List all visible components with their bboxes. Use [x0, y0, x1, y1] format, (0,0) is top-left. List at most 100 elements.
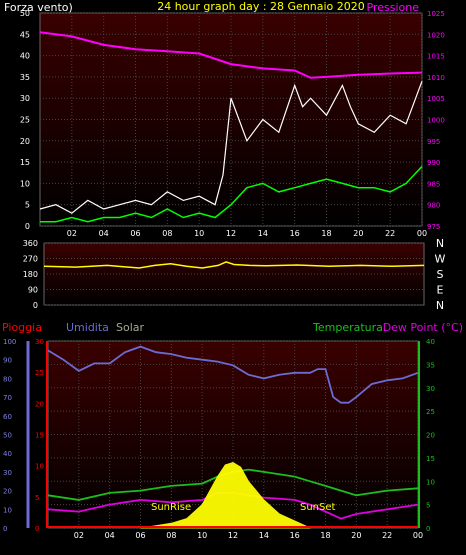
- wind-x-tick: 18: [321, 229, 331, 238]
- wind-x-tick: 10: [194, 229, 204, 238]
- series-line-media-vento: [40, 165, 423, 223]
- wind-y-tick: 25: [20, 116, 30, 125]
- climate-x-tick: 16: [290, 531, 300, 540]
- compass-label: N: [436, 299, 444, 312]
- rain-label: Pioggia: [2, 321, 42, 334]
- wind-y-tick: 30: [20, 94, 30, 103]
- temp-y-tick: 35: [426, 361, 435, 369]
- wind-y-tick: 5: [25, 201, 30, 210]
- wind-x-tick: 22: [385, 229, 395, 238]
- climate-x-tick: 00: [413, 531, 423, 540]
- rain-y-tick: 30: [35, 338, 44, 346]
- wind-y-tick: 20: [20, 137, 30, 146]
- temp-y-tick: 15: [426, 455, 435, 463]
- temperature-label: Temperatura: [312, 321, 383, 334]
- humidity-label: Umidita: [66, 321, 109, 334]
- wind-x-tick: 14: [258, 229, 268, 238]
- sunset-label: SunSet: [300, 502, 336, 513]
- wind-x-tick: 12: [226, 229, 236, 238]
- wind-x-tick: 00: [417, 229, 427, 238]
- climate-x-tick: 20: [351, 531, 361, 540]
- pressure-y-tick: 995: [427, 138, 440, 146]
- wind-y-tick: 45: [20, 30, 30, 39]
- dewpoint-label: Dew Point (°C): [383, 321, 463, 334]
- direction-y-tick: 0: [33, 301, 38, 310]
- wind-label: Forza vento): [4, 1, 73, 14]
- rain-y-tick: 20: [35, 400, 44, 408]
- temp-y-tick: 20: [426, 432, 435, 440]
- direction-y-tick: 180: [23, 270, 38, 279]
- wind-y-tick: 0: [25, 222, 30, 231]
- rain-y-tick: 5: [35, 494, 39, 502]
- wind-x-tick: 04: [99, 229, 109, 238]
- pressure-y-tick: 1020: [427, 31, 445, 39]
- humidity-y-tick: 100: [3, 338, 16, 346]
- series-line-temperatura: [47, 468, 419, 501]
- humidity-y-tick: 50: [3, 432, 12, 440]
- compass-label: W: [435, 253, 446, 266]
- wind-x-tick: 20: [353, 229, 363, 238]
- rain-y-tick: 10: [35, 463, 44, 471]
- wind-y-tick: 15: [20, 158, 30, 167]
- climate-x-tick: 14: [259, 531, 269, 540]
- humidity-y-tick: 20: [3, 488, 12, 496]
- pressure-y-tick: 985: [427, 180, 440, 188]
- pressure-y-tick: 1010: [427, 74, 445, 82]
- pressure-y-tick: 1015: [427, 53, 445, 61]
- temp-y-tick: 25: [426, 408, 435, 416]
- series-area-solar: [140, 462, 311, 529]
- sunrise-label: SunRise: [151, 502, 191, 513]
- wind-x-tick: 06: [130, 229, 140, 238]
- rain-y-tick: 0: [35, 525, 39, 533]
- climate-x-tick: 08: [166, 531, 176, 540]
- temp-y-tick: 10: [426, 478, 435, 486]
- rain-y-tick: 25: [35, 369, 44, 377]
- humidity-y-tick: 40: [3, 450, 12, 458]
- direction-y-tick: 360: [23, 239, 38, 248]
- compass-label: E: [437, 284, 444, 297]
- humidity-y-tick: 60: [3, 413, 12, 421]
- wind-y-tick: 50: [20, 9, 30, 18]
- climate-x-tick: 06: [135, 531, 145, 540]
- climate-x-tick: 12: [228, 531, 238, 540]
- pressure-y-tick: 1005: [427, 95, 445, 103]
- humidity-y-tick: 0: [3, 525, 7, 533]
- climate-x-tick: 18: [320, 531, 330, 540]
- pressure-y-tick: 975: [427, 223, 440, 231]
- temp-y-tick: 0: [426, 525, 430, 533]
- wind-y-tick: 10: [20, 179, 30, 188]
- climate-x-tick: 10: [197, 531, 207, 540]
- humidity-y-tick: 30: [3, 469, 12, 477]
- wind-x-tick: 16: [290, 229, 300, 238]
- graph-title: 24 hour graph day : 28 Gennaio 2020: [157, 0, 365, 13]
- series-line-umidita: [47, 345, 419, 404]
- pressure-y-tick: 980: [427, 202, 440, 210]
- wind-y-tick: 35: [20, 73, 30, 82]
- climate-x-tick: 04: [105, 531, 115, 540]
- direction-y-tick: 270: [23, 255, 38, 264]
- humidity-y-tick: 90: [3, 357, 12, 365]
- series-line-pressione: [39, 31, 423, 79]
- rain-y-tick: 15: [35, 432, 44, 440]
- humidity-y-tick: 80: [3, 375, 12, 383]
- series-line-wind-direction: [43, 261, 425, 269]
- compass-label: S: [437, 268, 444, 281]
- direction-y-tick: 90: [28, 286, 38, 295]
- humidity-y-tick: 70: [3, 394, 12, 402]
- wind-x-tick: 08: [162, 229, 172, 238]
- pressure-y-tick: 1000: [427, 117, 445, 125]
- wind-x-tick: 02: [67, 229, 77, 238]
- temp-y-tick: 5: [426, 502, 430, 510]
- pressure-y-tick: 1025: [427, 10, 445, 18]
- series-line-forza-vento: [39, 80, 423, 214]
- compass-label: N: [436, 237, 444, 250]
- solar-label: Solar: [116, 321, 145, 334]
- pressure-y-tick: 990: [427, 159, 440, 167]
- humidity-y-tick: 10: [3, 506, 12, 514]
- climate-x-tick: 02: [74, 531, 84, 540]
- wind-y-tick: 40: [20, 52, 30, 61]
- pressure-label: Pressione: [367, 1, 420, 14]
- climate-x-tick: 22: [382, 531, 392, 540]
- temp-y-tick: 30: [426, 385, 435, 393]
